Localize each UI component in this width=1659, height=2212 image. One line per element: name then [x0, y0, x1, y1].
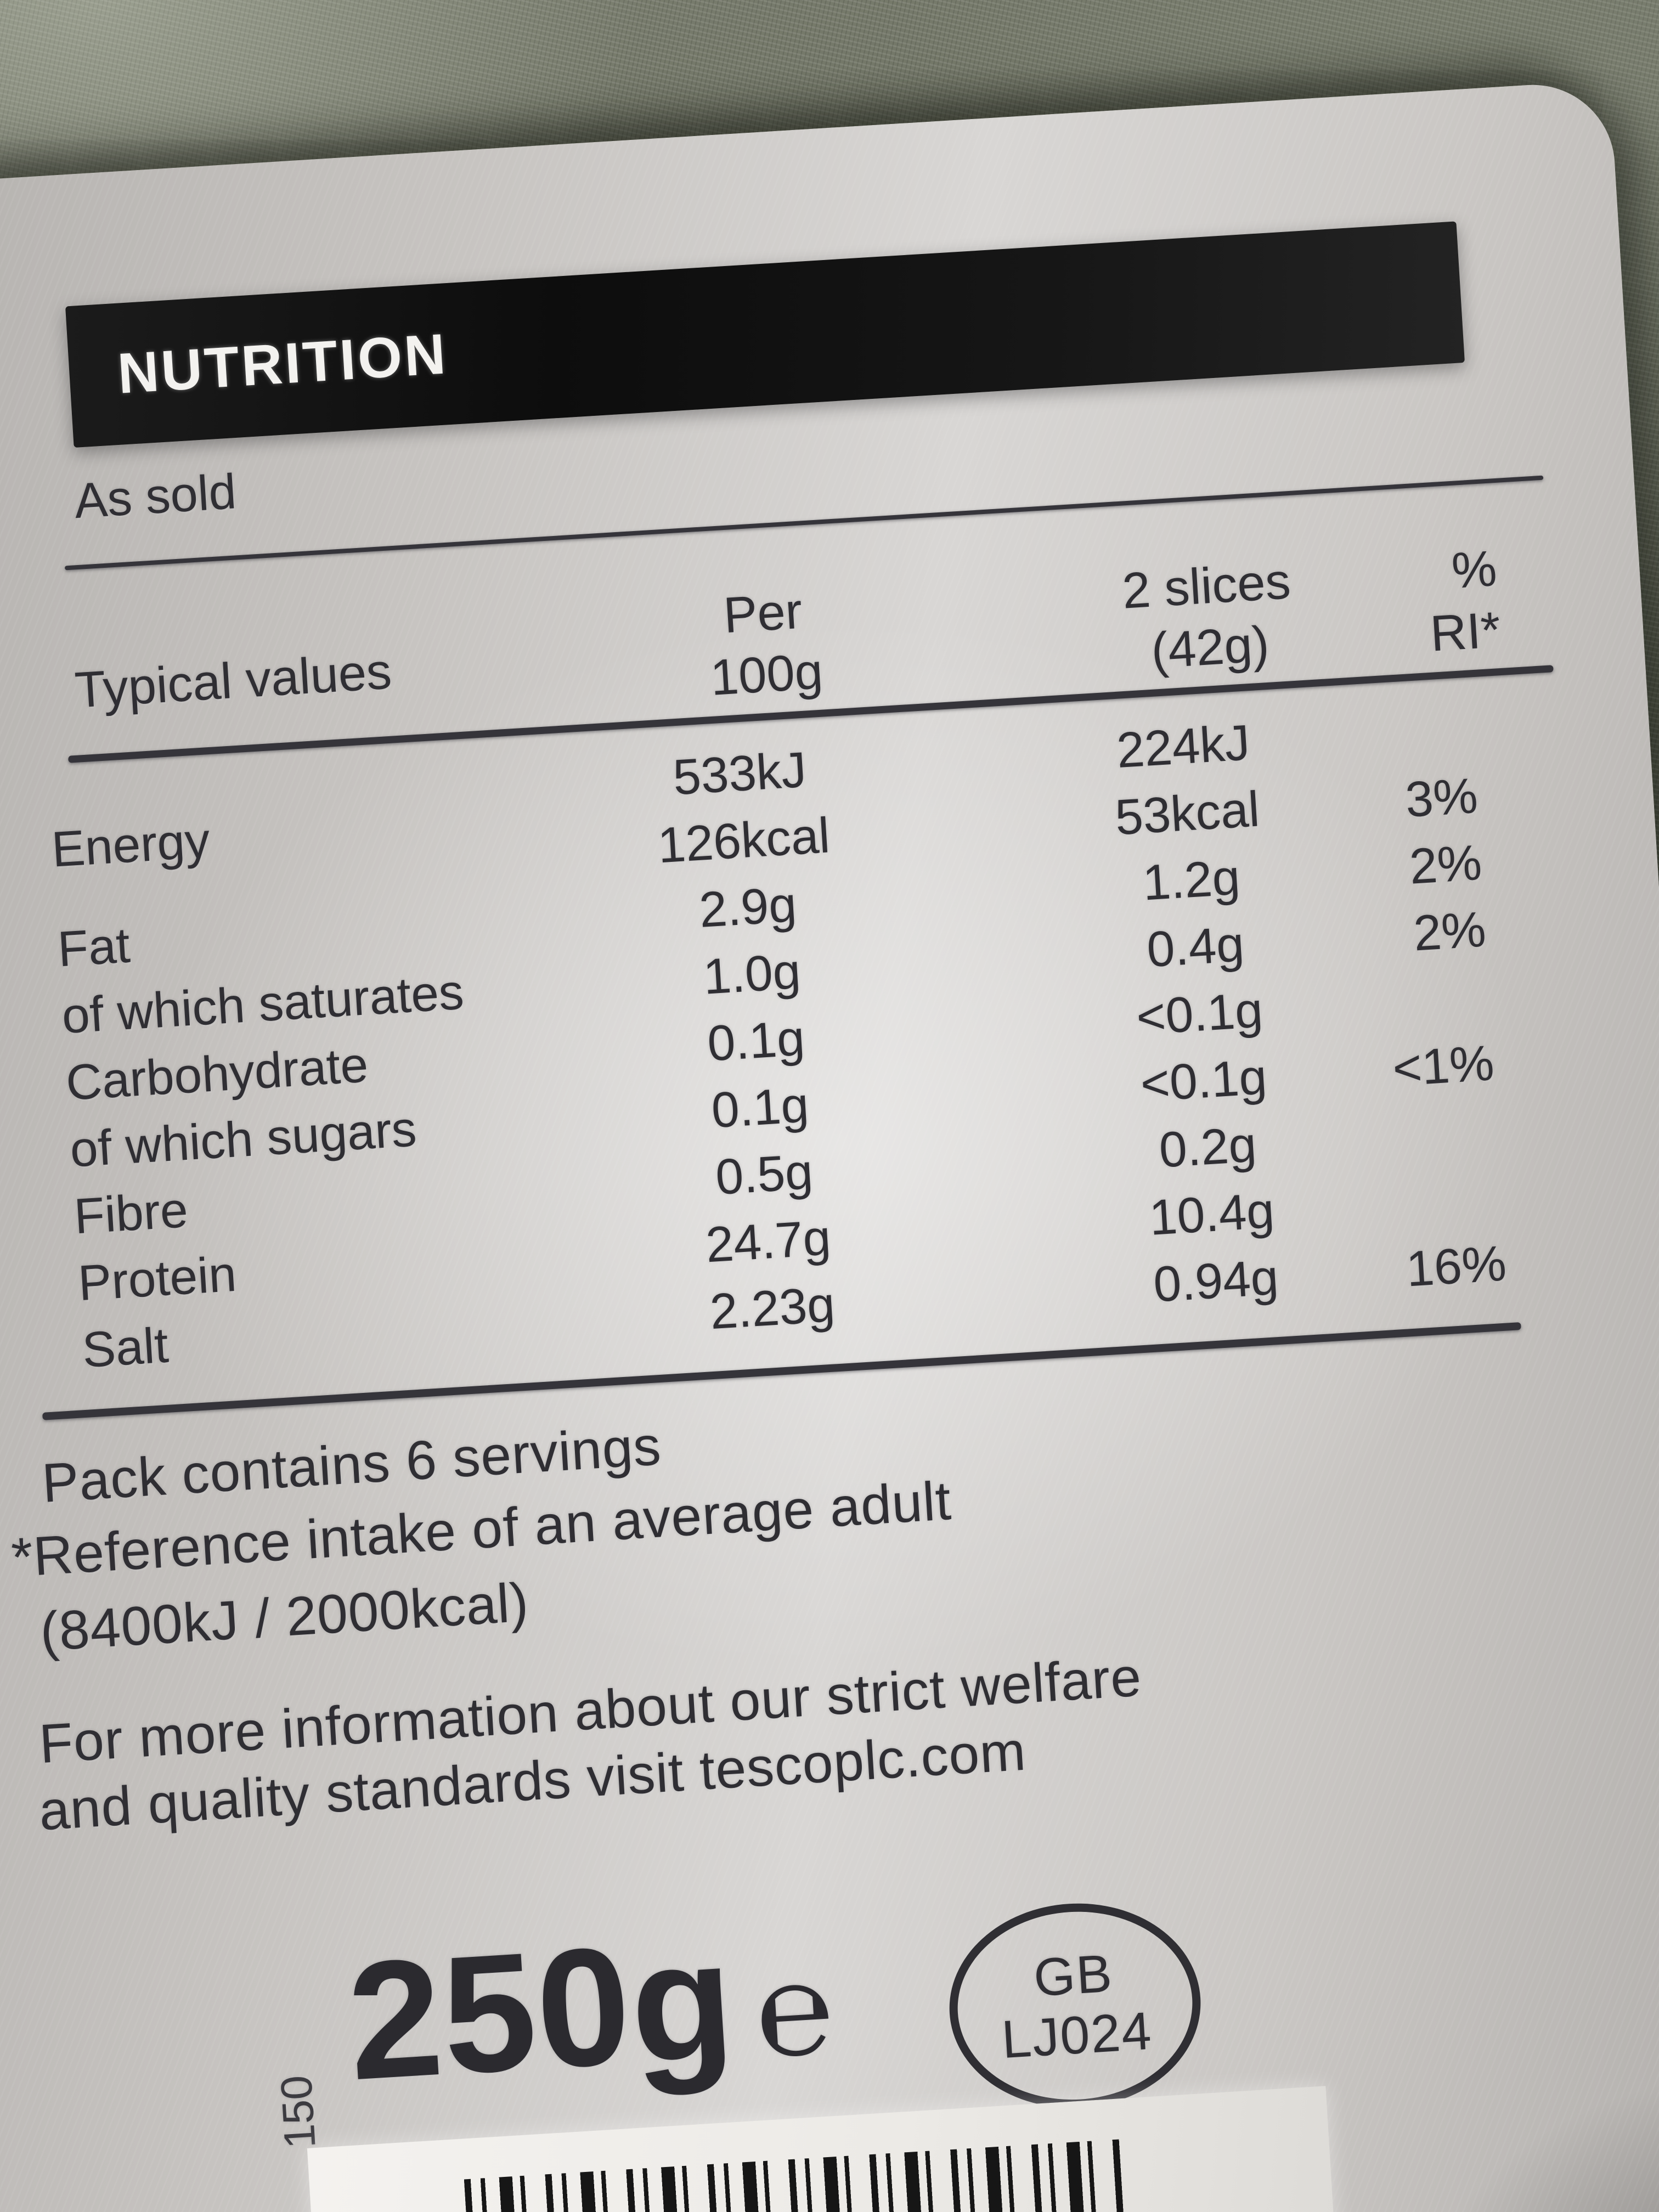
identification-mark-oval: GB LJ024 — [943, 1896, 1207, 2115]
header-ri-label: RI* — [1429, 601, 1502, 662]
approval-code: LJ024 — [1000, 2000, 1154, 2070]
row-spacer — [928, 1058, 1041, 1131]
ri-value — [1374, 1164, 1504, 1238]
ri-value: <1% — [1391, 1035, 1496, 1097]
header-ri: % RI* — [1369, 538, 1502, 668]
row-spacer — [919, 924, 1033, 997]
row-spacer — [924, 991, 1037, 1064]
row-spacer — [907, 724, 1025, 864]
estimated-sign-icon: ℮ — [751, 1935, 838, 2084]
origin-country-code: GB — [1032, 1943, 1115, 2008]
net-weight: 250g — [343, 1905, 740, 2115]
ri-value — [1370, 1097, 1500, 1171]
nutrient-name: Energy — [50, 812, 212, 878]
header-spacer — [938, 688, 1048, 695]
nutrition-table: Energy 533kJ 126kcal 224kJ 53kcal 3% Fat… — [48, 696, 1508, 1384]
row-spacer — [940, 1258, 1054, 1331]
header-per-serving: 2 slices (42g) — [1040, 545, 1376, 689]
row-spacer — [936, 1191, 1049, 1265]
nutrition-title: NUTRITION — [116, 321, 450, 406]
row-spacer — [916, 857, 1029, 931]
row-spacer — [932, 1125, 1046, 1198]
ri-value: 16% — [1404, 1235, 1508, 1297]
ri-value: 2% — [1412, 901, 1488, 962]
per-serving-value: 224kJ 53kcal — [1017, 703, 1354, 857]
header-typical-values: Typical values — [73, 643, 393, 719]
packaging-label: NUTRITION As sold Typical values Per 100… — [0, 80, 1659, 2212]
as-sold-label: As sold — [72, 464, 238, 529]
barcode-icon — [464, 2138, 1145, 2212]
header-per-100g: Per 100g — [591, 572, 939, 716]
ri-value — [1362, 963, 1492, 1037]
per-100g-value: 533kJ 126kcal — [568, 730, 916, 884]
header-ri-percent: % — [1450, 540, 1499, 599]
nutrition-header-bar: NUTRITION — [65, 221, 1465, 448]
ri-value: 2% — [1408, 834, 1483, 895]
ri-value: 3% — [1403, 768, 1480, 828]
